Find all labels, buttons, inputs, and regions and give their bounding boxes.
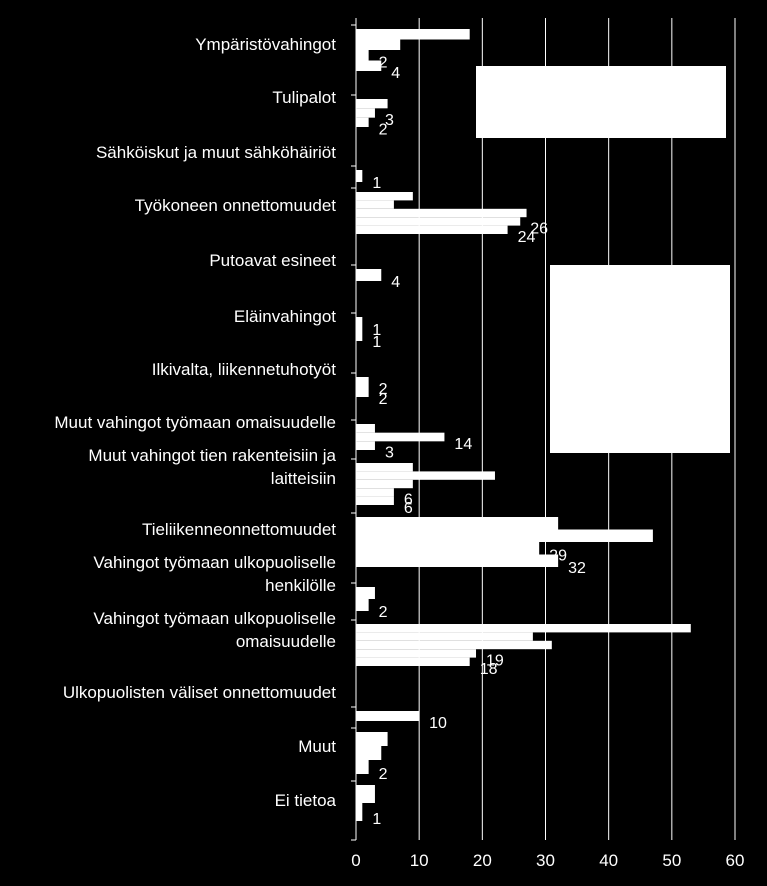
bar [356,329,363,341]
category-label: laitteisiin [271,469,336,488]
x-tick-label: 60 [726,851,745,870]
data-label: 2 [379,766,388,783]
bar [356,377,369,387]
category-label: Muut [298,737,336,756]
category-label: Tulipalot [272,88,336,107]
bar [356,711,420,721]
bar [356,760,369,774]
bar [356,632,533,641]
data-label: 14 [454,436,472,453]
bar [356,471,495,480]
bar [356,225,508,234]
category-label: henkilölle [265,576,336,595]
bar [356,479,413,489]
category-label: Sähköiskut ja muut sähköhäiriöt [96,143,336,162]
x-tick-label: 20 [473,851,492,870]
bar [356,217,521,226]
data-label: 19 [486,652,504,669]
bar [356,60,382,71]
bar [356,599,369,611]
data-label: 3 [385,112,394,129]
data-label: 2 [379,604,388,621]
bar [356,488,394,497]
category-label: Ilkivalta, liikennetuhotyöt [152,360,337,379]
category-label: Ympäristövahingot [195,35,336,54]
bar [356,542,540,555]
x-tick-label: 0 [351,851,360,870]
data-label: 6 [404,500,413,517]
data-label: 4 [391,274,400,291]
category-label: Eläinvahingot [234,307,336,326]
data-label: 6 [404,491,413,508]
data-label: 3 [385,445,394,462]
bar [356,529,653,542]
category-label: Ei tietoa [275,791,337,810]
bar [356,170,363,182]
bar [356,463,413,472]
bar [356,624,691,633]
bar [356,108,375,118]
bar [356,117,369,127]
category-label: omaisuudelle [236,632,336,651]
category-label: Ulkopuolisten väliset onnettomuudet [63,683,336,702]
category-label: Muut vahingot tien rakenteisiin ja [88,446,336,465]
bar [356,640,552,650]
bar [356,269,382,281]
x-tick-label: 10 [410,851,429,870]
legend-box [550,265,730,453]
bar [356,732,388,746]
data-label: 18 [480,661,498,678]
data-label: 1 [372,811,381,828]
bar [356,803,363,821]
bar [356,50,369,61]
data-label: 1 [372,322,381,339]
data-label: 26 [530,220,548,237]
x-tick-label: 40 [599,851,618,870]
data-label: 24 [518,229,536,246]
bar [356,432,445,442]
data-label: 1 [372,175,381,192]
bar [356,785,375,803]
bar [356,387,369,397]
data-label: 1 [372,334,381,351]
bar [356,317,363,329]
data-label: 2 [379,381,388,398]
legend-box [476,66,726,138]
x-tick-label: 30 [536,851,555,870]
bar [356,99,388,109]
bar [356,657,470,666]
bar [356,208,527,218]
bar [356,29,470,40]
bar [356,424,375,433]
category-label: Putoavat esineet [209,251,336,270]
x-tick-label: 50 [662,851,681,870]
bar [356,554,559,567]
bar [356,746,382,760]
bar [356,200,394,209]
bar [356,496,394,505]
category-label: Työkoneen onnettomuudet [135,196,337,215]
data-label: 2 [379,391,388,408]
category-label: Muut vahingot työmaan omaisuudelle [54,413,336,432]
bar [356,649,477,658]
data-label: 2 [379,54,388,71]
bar [356,441,375,450]
bar [356,517,559,530]
bar [356,39,401,50]
data-label: 32 [568,560,586,577]
bar [356,587,375,599]
bar [356,192,413,201]
data-label: 4 [391,65,400,82]
category-label: Vahingot työmaan ulkopuoliselle [93,609,336,628]
data-label: 2 [379,121,388,138]
data-label: 10 [429,715,447,732]
category-label: Vahingot työmaan ulkopuoliselle [93,553,336,572]
category-label: Tieliikenneonnettomuudet [142,520,336,539]
